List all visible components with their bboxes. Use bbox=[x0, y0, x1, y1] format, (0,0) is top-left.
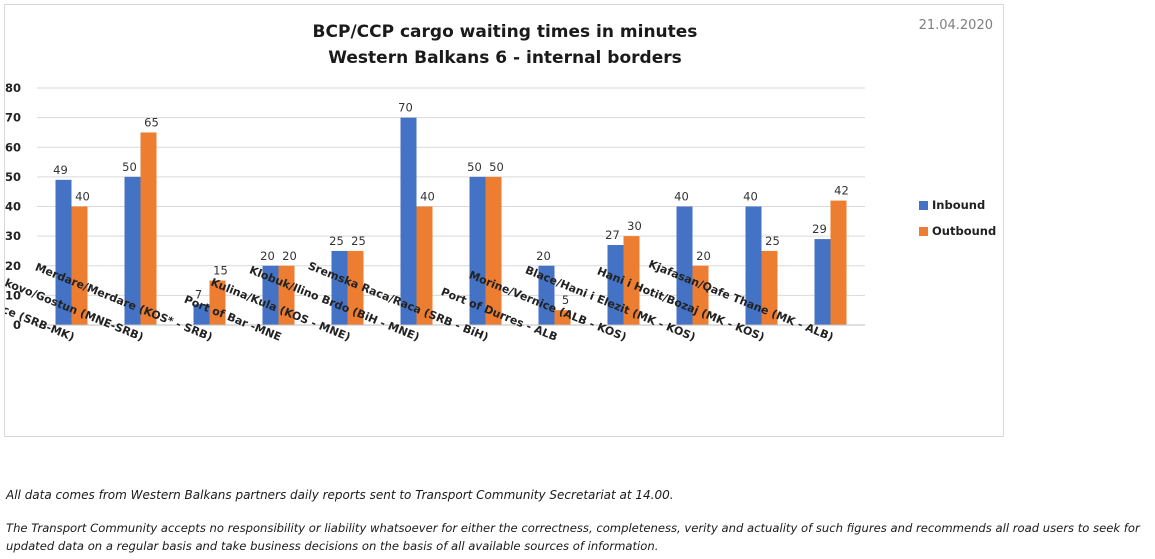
bar-inbound bbox=[745, 206, 762, 325]
data-label-outbound: 20 bbox=[696, 249, 711, 263]
data-label-inbound: 7 bbox=[195, 287, 202, 301]
disclaimer-footnote: The Transport Community accepts no respo… bbox=[6, 521, 1140, 553]
y-tick-label: 70 bbox=[5, 111, 21, 125]
y-tick-label: 10 bbox=[5, 288, 21, 302]
data-label-outbound: 25 bbox=[765, 234, 780, 248]
bar-outbound bbox=[140, 132, 157, 325]
data-label-inbound: 29 bbox=[812, 222, 827, 236]
data-label-inbound: 49 bbox=[53, 163, 68, 177]
bar-inbound bbox=[814, 239, 831, 325]
data-label-outbound: 65 bbox=[144, 115, 159, 129]
chart-frame: BCP/CCP cargo waiting times in minutes W… bbox=[4, 4, 1004, 437]
bar-inbound bbox=[400, 117, 417, 325]
legend-label-inbound: Inbound bbox=[932, 198, 985, 212]
data-label-inbound: 50 bbox=[467, 160, 482, 174]
data-labels: 49 40 50 65 7 15 20 20 25 25 70 40 50 50 20 5 27 30 40 20 40… bbox=[53, 101, 849, 308]
bar-outbound bbox=[623, 236, 640, 325]
source-footnote: All data comes from Western Balkans part… bbox=[6, 488, 674, 502]
bar-outbound bbox=[554, 310, 571, 325]
bar-outbound bbox=[830, 200, 847, 325]
data-label-outbound: 42 bbox=[834, 184, 849, 198]
data-label-outbound: 30 bbox=[627, 219, 642, 233]
data-label-inbound: 40 bbox=[674, 190, 689, 204]
legend-label-outbound: Outbound bbox=[932, 224, 996, 238]
chart-title-line-1: BCP/CCP cargo waiting times in minutes bbox=[313, 22, 698, 42]
bar-outbound bbox=[416, 206, 433, 325]
bar-inbound bbox=[607, 245, 624, 325]
bar-inbound bbox=[676, 206, 693, 325]
bar-inbound bbox=[124, 176, 141, 325]
data-label-outbound: 20 bbox=[282, 249, 297, 263]
data-label-outbound: 5 bbox=[562, 293, 569, 307]
data-label-inbound: 70 bbox=[398, 101, 413, 115]
bar-outbound bbox=[71, 206, 88, 325]
legend-swatch-inbound bbox=[919, 201, 928, 210]
bar-outbound bbox=[278, 265, 295, 325]
data-label-outbound: 40 bbox=[420, 190, 435, 204]
y-tick-label: 20 bbox=[5, 259, 21, 273]
data-label-outbound: 50 bbox=[489, 160, 504, 174]
report-date: 21.04.2020 bbox=[919, 18, 993, 33]
gridlines bbox=[37, 87, 865, 296]
bar-outbound bbox=[761, 250, 778, 325]
data-label-inbound: 27 bbox=[605, 228, 620, 242]
y-tick-label: 60 bbox=[5, 140, 21, 154]
y-tick-label: 30 bbox=[5, 229, 21, 243]
bar-inbound bbox=[331, 250, 348, 325]
y-tick-label: 40 bbox=[5, 200, 21, 214]
bar-inbound bbox=[538, 265, 555, 325]
bar-inbound bbox=[262, 265, 279, 325]
y-tick-label: 50 bbox=[5, 170, 21, 184]
data-label-inbound: 50 bbox=[122, 160, 137, 174]
bars bbox=[55, 117, 847, 325]
bar-outbound bbox=[485, 176, 502, 325]
data-label-inbound: 20 bbox=[536, 249, 551, 263]
data-label-outbound: 40 bbox=[75, 190, 90, 204]
data-label-outbound: 25 bbox=[351, 234, 366, 248]
bar-outbound bbox=[692, 265, 709, 325]
bar-outbound bbox=[209, 280, 226, 325]
bar-chart: BCP/CCP cargo waiting times in minutes W… bbox=[5, 18, 996, 344]
chart-title-line-2: Western Balkans 6 - internal borders bbox=[328, 48, 681, 68]
y-tick-label: 0 bbox=[13, 318, 21, 332]
bar-inbound bbox=[469, 176, 486, 325]
y-tick-label: 80 bbox=[5, 81, 21, 95]
data-label-outbound: 15 bbox=[213, 264, 228, 278]
data-label-inbound: 40 bbox=[743, 190, 758, 204]
legend: Inbound Outbound bbox=[919, 198, 996, 238]
data-label-inbound: 20 bbox=[260, 249, 275, 263]
bar-outbound bbox=[347, 250, 364, 325]
bar-inbound bbox=[55, 179, 72, 325]
bar-inbound bbox=[193, 304, 210, 325]
data-label-inbound: 25 bbox=[329, 234, 344, 248]
legend-swatch-outbound bbox=[919, 227, 928, 236]
